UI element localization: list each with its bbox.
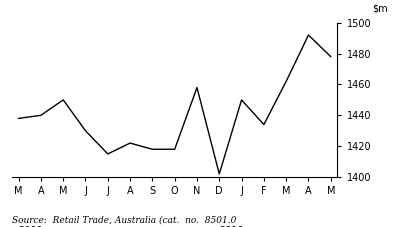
- Text: Source:  Retail Trade, Australia (cat.  no.  8501.0: Source: Retail Trade, Australia (cat. no…: [12, 216, 236, 225]
- Text: $m: $m: [372, 3, 387, 13]
